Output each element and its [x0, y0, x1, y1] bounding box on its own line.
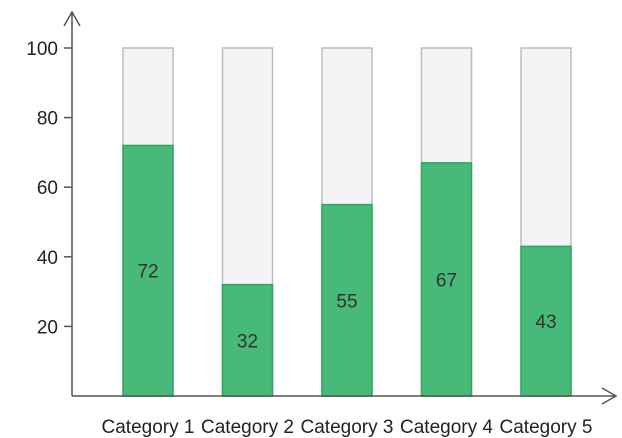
category-label: Category 5: [500, 417, 593, 438]
y-tick-label: 100: [26, 39, 58, 60]
value-label: 55: [336, 291, 357, 312]
value-label: 72: [137, 262, 158, 283]
category-label: Category 2: [201, 417, 294, 438]
value-label: 32: [237, 331, 258, 352]
x-axis-arrow-icon: [601, 387, 618, 405]
category-label: Category 1: [102, 417, 195, 438]
value-bar: [321, 203, 373, 397]
value-bar: [122, 144, 174, 397]
y-tick-label: 40: [37, 248, 58, 269]
y-tick-label: 20: [37, 317, 58, 338]
y-tick-label: 80: [37, 109, 58, 130]
value-labels: 72 32 55 67 43: [137, 262, 556, 353]
value-bar: [520, 245, 572, 397]
value-label: 67: [436, 270, 457, 291]
y-tick-label: 60: [37, 178, 58, 199]
axes: [63, 10, 618, 405]
value-label: 43: [535, 312, 556, 333]
category-label: Category 4: [400, 417, 493, 438]
x-tick-labels: Category 1 Category 2 Category 3 Category 4…: [102, 417, 593, 438]
category-label: Category 3: [301, 417, 394, 438]
y-tick-labels: 20 40 60 80 100: [26, 39, 72, 338]
y-axis-arrow-icon: [63, 10, 81, 27]
